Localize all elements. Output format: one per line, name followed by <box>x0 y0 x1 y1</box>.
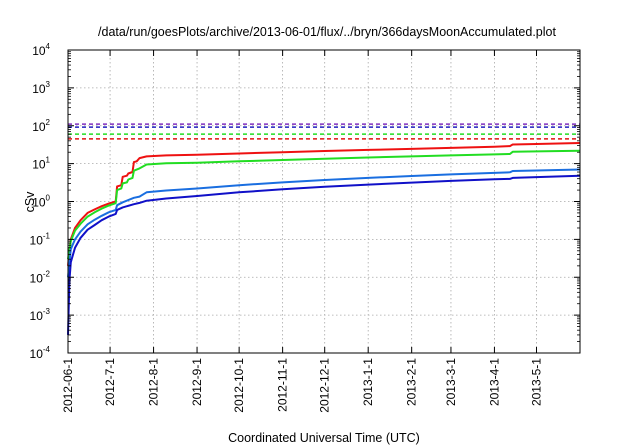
series-line <box>67 168 581 278</box>
y-tick-label: 10-3 <box>30 307 51 323</box>
x-tick-label: 2012-06-1 <box>61 358 75 413</box>
y-tick-label: 102 <box>32 118 50 134</box>
y-axis-label: cSv <box>23 191 37 213</box>
series-line <box>67 174 581 335</box>
y-tick-label: 100 <box>32 194 50 210</box>
x-axis-label: Coordinated Universal Time (UTC) <box>228 431 420 445</box>
x-tick-labels: 2012-06-1 2012-7-1 2012-8-1 2012-9-1 2012-10… <box>61 358 544 413</box>
x-tick-label: 2013-3-1 <box>444 358 458 406</box>
y-tick-label: 101 <box>32 156 50 172</box>
series-line <box>67 142 581 266</box>
x-tick-label: 2012-9-1 <box>190 358 204 406</box>
ticks <box>67 49 580 354</box>
grid <box>68 50 580 353</box>
y-tick-label: 10-4 <box>30 345 51 361</box>
y-tick-label: 104 <box>32 42 50 58</box>
y-tick-labels: 10-4 10-3 10-2 10-1 100 101 102 103 104 <box>30 42 51 361</box>
x-tick-label: 2013-2-1 <box>405 358 419 406</box>
x-tick-label: 2012-10-1 <box>232 358 246 413</box>
series-line <box>67 149 581 260</box>
y-tick-label: 10-2 <box>30 269 51 285</box>
x-tick-label: 2013-1-1 <box>361 358 375 406</box>
series-group <box>67 142 581 335</box>
y-tick-label: 103 <box>32 80 50 96</box>
x-tick-label: 2012-8-1 <box>147 358 161 406</box>
chart-title: /data/run/goesPlots/archive/2013-06-01/f… <box>98 25 556 39</box>
x-tick-label: 2012-7-1 <box>103 358 117 406</box>
x-tick-label: 2012-12-1 <box>318 358 332 413</box>
reference-lines <box>68 123 580 140</box>
x-tick-label: 2013-4-1 <box>487 358 501 406</box>
x-tick-label: 2012-11-1 <box>276 358 290 412</box>
y-tick-label: 10-1 <box>30 231 51 247</box>
x-tick-label: 2013-5-1 <box>530 358 544 406</box>
